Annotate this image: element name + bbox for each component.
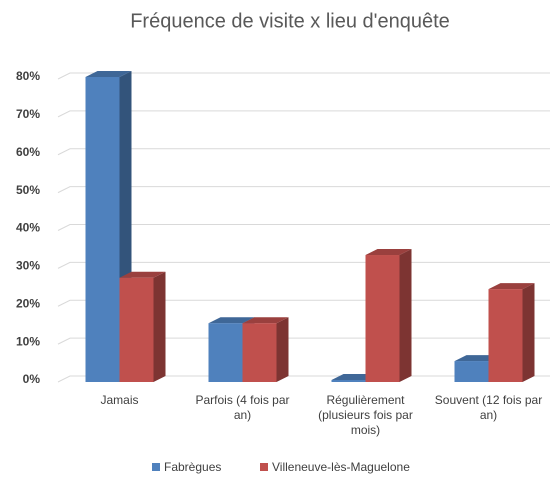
legend-label: Fabrègues bbox=[164, 460, 221, 474]
grid-line bbox=[57, 72, 550, 80]
y-tick-label: 70% bbox=[16, 107, 40, 121]
bar-side bbox=[399, 249, 412, 382]
bar-side bbox=[522, 283, 535, 382]
y-tick-label: 10% bbox=[16, 334, 40, 348]
bar bbox=[454, 361, 489, 382]
y-tick-label: 40% bbox=[16, 221, 40, 235]
grid-line bbox=[57, 224, 550, 231]
bar bbox=[365, 255, 400, 382]
bar-top bbox=[365, 249, 412, 256]
y-tick-label: 20% bbox=[16, 296, 40, 310]
grid-line bbox=[57, 110, 550, 118]
bar-top bbox=[242, 317, 289, 324]
chart-title: Fréquence de visite x lieu d'enquête bbox=[130, 10, 450, 32]
bar bbox=[208, 323, 243, 382]
grid-line bbox=[57, 186, 550, 194]
bar-top bbox=[488, 283, 535, 290]
y-tick-label: 50% bbox=[16, 183, 40, 197]
y-tick-label: 30% bbox=[16, 259, 40, 273]
legend-swatch bbox=[152, 463, 160, 471]
x-tick-label: Souvent (12 fois par an) bbox=[434, 393, 543, 422]
x-tick-label: Régulièrement (plusieurs fois par mois) bbox=[318, 393, 413, 437]
bar bbox=[85, 77, 120, 382]
x-tick-label: Jamais bbox=[100, 393, 139, 407]
bar-side bbox=[276, 317, 289, 382]
legend-swatch bbox=[260, 463, 268, 471]
bar-top bbox=[208, 317, 255, 324]
y-tick-label: 80% bbox=[16, 69, 40, 83]
y-tick-label: 0% bbox=[23, 372, 41, 386]
bar bbox=[331, 380, 366, 382]
bar bbox=[119, 277, 154, 382]
grid-line bbox=[57, 148, 550, 156]
bar bbox=[242, 323, 277, 382]
bar-side bbox=[153, 271, 166, 382]
legend-label: Villeneuve-lès-Maguelone bbox=[272, 460, 410, 474]
bar bbox=[488, 289, 523, 382]
bar-top bbox=[85, 71, 132, 77]
bar-top bbox=[119, 271, 166, 278]
x-tick-label: Parfois (4 fois par an) bbox=[195, 393, 290, 422]
y-tick-label: 60% bbox=[16, 145, 40, 159]
grid-line bbox=[57, 261, 550, 269]
